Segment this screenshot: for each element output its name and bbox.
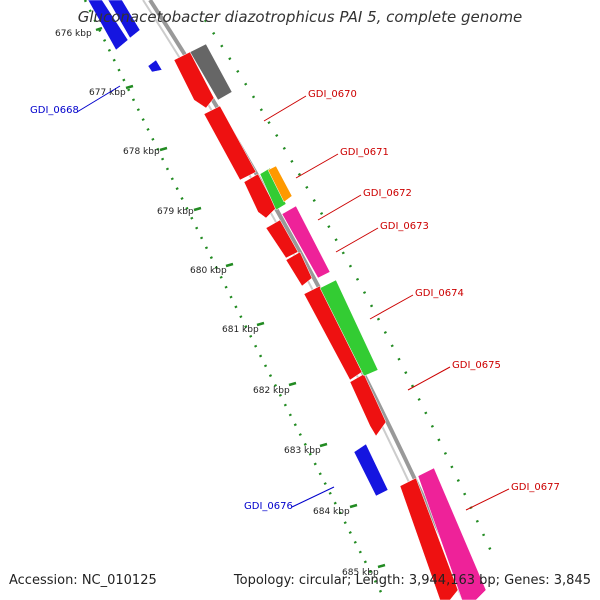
- scale-tick-label: 680 kbp: [190, 266, 227, 276]
- gene-label-leader: [263, 95, 307, 122]
- gene-arrow-green-2[interactable]: [319, 279, 379, 377]
- gene-label[interactable]: GDI_0677: [511, 482, 560, 493]
- gene-label-leader: [407, 366, 451, 391]
- gene-label-leader: [335, 227, 379, 253]
- genome-summary-text: Topology: circular; Length: 3,944,163 bp…: [233, 573, 591, 588]
- gene-label[interactable]: GDI_0670: [308, 89, 357, 100]
- scale-tick-mark: [225, 262, 234, 268]
- gene-label[interactable]: GDI_0674: [415, 288, 464, 299]
- gene-arrow-red-5[interactable]: [285, 251, 313, 287]
- gene-arrow-red-3[interactable]: [243, 173, 277, 219]
- gene-arrow-orange[interactable]: [267, 165, 293, 203]
- gene-arrow-red-1[interactable]: [173, 51, 215, 109]
- gene-arrow-red-8[interactable]: [399, 477, 459, 600]
- gene-arrow-red-7[interactable]: [349, 373, 387, 437]
- gene-label[interactable]: GDI_0676: [244, 501, 293, 512]
- scale-tick-mark: [256, 321, 265, 327]
- gene-arrow-blue-4[interactable]: [353, 443, 389, 497]
- gene-label[interactable]: GDI_0672: [363, 188, 412, 199]
- gene-arrow-magenta-2[interactable]: [417, 467, 487, 600]
- scale-tick-label: 681 kbp: [222, 325, 259, 335]
- scale-tick-mark: [125, 84, 134, 90]
- scale-tick-mark: [377, 563, 386, 569]
- scale-tick-label: 679 kbp: [157, 207, 194, 217]
- gene-arrow-magenta-1[interactable]: [281, 205, 331, 279]
- map-title: Gluconacetobacter diazotrophicus PAI 5, …: [77, 8, 523, 26]
- gene-label-leader: [369, 294, 414, 320]
- gene-label[interactable]: GDI_0675: [452, 360, 501, 371]
- gene-arrow-blue-2[interactable]: [107, 0, 141, 39]
- scale-tick-mark: [193, 206, 202, 212]
- gene-arrow-red-2[interactable]: [203, 105, 257, 181]
- gene-arrow-blue-3[interactable]: [147, 59, 163, 73]
- gene-label-leader: [317, 194, 362, 221]
- gene-arrow-gray[interactable]: [189, 43, 233, 101]
- scale-tick-label: 676 kbp: [55, 29, 92, 39]
- gene-label-leader: [295, 153, 339, 179]
- gene-label[interactable]: GDI_0671: [340, 147, 389, 158]
- gene-label[interactable]: GDI_0668: [30, 105, 79, 116]
- scale-tick-mark: [288, 381, 297, 387]
- scale-tick-label: 683 kbp: [284, 446, 321, 456]
- gene-label-leader: [76, 85, 121, 113]
- scale-tick-mark: [319, 442, 328, 448]
- gene-arrow-blue-1[interactable]: [87, 0, 129, 51]
- gene-arrow-red-4[interactable]: [265, 219, 299, 259]
- gene-label[interactable]: GDI_0673: [380, 221, 429, 232]
- scale-tick-label: 682 kbp: [253, 386, 290, 396]
- scale-tick-label: 678 kbp: [123, 147, 160, 157]
- scale-tick-label: 685 kbp: [342, 568, 379, 578]
- scale-tick-mark: [95, 26, 103, 32]
- scale-tick-mark: [349, 503, 358, 509]
- gene-arrow-green-1[interactable]: [259, 167, 287, 211]
- gene-label-leader: [291, 486, 335, 508]
- scale-tick-mark: [159, 146, 168, 152]
- scale-tick-label: 684 kbp: [313, 507, 350, 517]
- accession-text: Accession: NC_010125: [9, 573, 157, 588]
- gene-label-leader: [465, 488, 510, 511]
